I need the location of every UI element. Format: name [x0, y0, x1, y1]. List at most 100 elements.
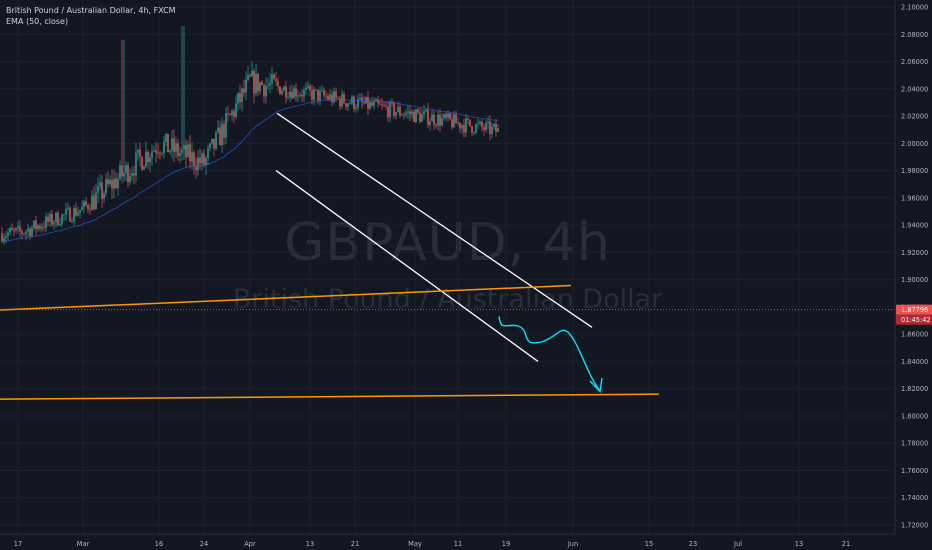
candle-body: [369, 102, 371, 109]
candle-body: [283, 86, 285, 91]
candle-body: [323, 90, 325, 96]
price-tick-label: 1.92000: [901, 249, 928, 257]
candle-body: [409, 111, 411, 115]
candle-body: [423, 111, 425, 115]
candle-body: [125, 165, 127, 173]
symbol-title[interactable]: British Pound / Australian Dollar, 4h, F…: [6, 6, 176, 15]
candle-body: [29, 228, 31, 237]
candle-body: [277, 81, 279, 87]
price-tick-label: 1.84000: [901, 358, 928, 366]
candle-body: [185, 144, 187, 158]
candle-body: [19, 226, 21, 232]
candle-body: [11, 228, 13, 230]
candle-body: [247, 75, 249, 80]
candle-body: [135, 152, 137, 176]
candle-body: [303, 89, 305, 97]
candle-body: [373, 101, 375, 106]
candle-body: [353, 96, 355, 109]
candle-body: [65, 208, 67, 215]
candle-body: [431, 114, 433, 122]
candle-body: [473, 132, 475, 134]
countdown-tag: [896, 314, 932, 325]
time-tick-label: Jun: [567, 540, 578, 548]
indicator-label[interactable]: EMA (50, close): [6, 17, 69, 26]
candle-body: [145, 151, 147, 167]
time-tick-label: 11: [454, 540, 462, 548]
candle-body: [261, 82, 263, 85]
candle-body: [271, 74, 273, 84]
candle-body: [263, 84, 265, 97]
candle-body: [177, 143, 179, 156]
projection-arrowhead: [589, 377, 603, 393]
candle-body: [231, 111, 233, 116]
candle-body: [251, 70, 253, 77]
candle-body: [349, 103, 351, 105]
candle-body: [205, 157, 207, 166]
candle-body: [329, 94, 331, 100]
candle-body: [443, 114, 445, 119]
candle-body: [285, 86, 287, 98]
candle-body: [325, 95, 327, 97]
candle-body: [447, 113, 449, 118]
last-price-tag: [896, 304, 932, 315]
candle-body: [89, 209, 91, 211]
candle-body: [5, 236, 7, 239]
price-tick-label: 2.10000: [901, 4, 928, 12]
candle-body: [213, 138, 215, 149]
candle-body: [217, 127, 219, 133]
channel-upper-line: [276, 112, 593, 328]
candle-body: [75, 208, 77, 216]
candle-body: [117, 178, 119, 188]
candle-body: [401, 114, 403, 116]
ema-line: [1, 99, 499, 242]
candle-body: [183, 144, 185, 150]
candle-body: [479, 121, 481, 124]
candle-body: [167, 133, 169, 153]
candle-body: [449, 113, 451, 120]
candle-body: [67, 207, 69, 209]
candle-body: [151, 151, 153, 158]
candle-body: [115, 178, 117, 188]
candle-body: [243, 88, 245, 93]
candle-body: [223, 123, 225, 138]
candle-body: [113, 178, 115, 189]
candlestick-series: [1, 26, 499, 246]
candle-body: [81, 206, 83, 211]
candle-body: [471, 126, 473, 133]
candle-body: [229, 114, 231, 116]
candle-body: [291, 91, 293, 99]
candle-body: [39, 225, 41, 229]
price-tick-label: 2.00000: [901, 140, 928, 148]
candle-body: [363, 102, 365, 104]
candle-body: [375, 99, 377, 102]
candle-body: [99, 182, 101, 187]
candle-body: [465, 118, 467, 133]
candle-body: [301, 94, 303, 97]
candle-body: [459, 122, 461, 129]
candle-body: [257, 73, 259, 92]
candle-body: [355, 107, 357, 109]
candle-body: [335, 91, 337, 98]
candle-body: [17, 226, 19, 229]
chart-legend[interactable]: British Pound / Australian Dollar, 4h, F…: [6, 5, 176, 27]
time-tick-label: Apr: [244, 540, 256, 548]
candle-body: [23, 233, 25, 235]
time-tick-label: 16: [155, 540, 163, 548]
candle-body: [189, 144, 191, 162]
candle-body: [175, 143, 177, 152]
candle-body: [417, 109, 419, 113]
candle-body: [109, 179, 111, 185]
candle-body: [293, 88, 295, 99]
candle-body: [171, 138, 173, 151]
candle-body: [265, 85, 267, 97]
candle-body: [163, 141, 165, 154]
candle-body: [43, 226, 45, 228]
candle-body: [201, 153, 203, 164]
candle-body: [367, 96, 369, 109]
candle-body: [47, 216, 49, 222]
time-tick-label: 13: [795, 540, 803, 548]
candle-body: [477, 123, 479, 125]
candle-body: [445, 114, 447, 118]
